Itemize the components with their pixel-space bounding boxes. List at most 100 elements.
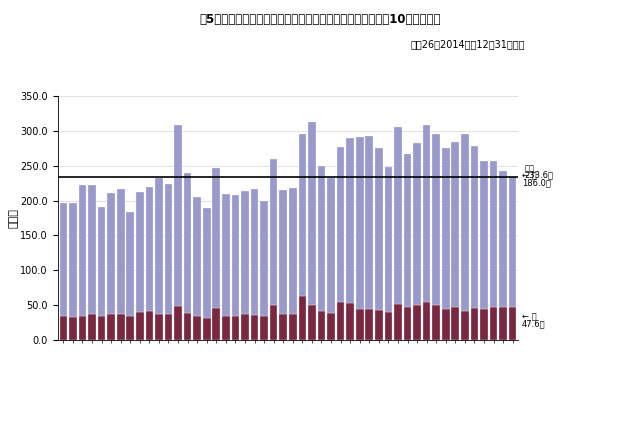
Bar [136,312,143,340]
Bar [184,313,191,340]
Text: ← 男: ← 男 [522,172,536,181]
Bar [413,143,421,305]
Bar [60,316,67,340]
Bar [212,308,220,340]
Bar [155,314,163,340]
Bar [404,154,412,307]
Bar [365,136,373,309]
Bar [317,167,325,311]
Bar [193,197,201,316]
Bar [375,148,383,310]
Text: 186.0人: 186.0人 [522,178,550,187]
Bar [260,201,268,316]
Bar [79,316,86,340]
Bar [127,212,134,316]
Bar [337,147,344,302]
Bar [88,314,96,340]
Bar [212,168,220,308]
Bar [117,189,125,314]
Bar [442,148,449,309]
Bar [145,311,153,340]
Bar [480,161,488,310]
Bar [251,189,259,315]
Bar [98,317,106,340]
Bar [337,302,344,340]
Bar [174,306,182,340]
Bar [69,317,77,340]
Text: 233.6人: 233.6人 [525,170,554,180]
Bar [394,126,402,304]
Bar [241,191,249,314]
Text: 47.6人: 47.6人 [522,319,545,328]
Bar [499,307,507,340]
Bar [164,313,172,340]
Bar [260,316,268,340]
Bar [413,305,421,340]
Bar [222,316,230,340]
Bar [308,123,316,305]
Bar [442,309,449,340]
Bar [174,125,182,306]
Text: ← 女: ← 女 [522,313,536,321]
Bar [327,313,335,340]
Bar [289,314,296,340]
Bar [433,133,440,304]
Bar [280,190,287,314]
Bar [98,207,106,317]
Bar [480,310,488,340]
Bar [203,318,211,340]
Bar [88,185,96,314]
Bar [280,314,287,340]
Bar [346,303,354,340]
Bar [509,177,516,307]
Bar [270,304,278,340]
Bar [365,309,373,340]
Bar [308,305,316,340]
Bar [232,195,239,316]
Bar [317,311,325,340]
Bar [461,133,468,311]
Bar [394,304,402,340]
Bar [470,146,478,308]
Bar [451,307,459,340]
Bar [356,309,364,340]
Bar [509,307,516,340]
Bar [375,310,383,340]
Bar [385,167,392,312]
Bar [251,315,259,340]
Bar [155,177,163,314]
Bar [423,125,431,302]
Bar [108,193,115,313]
Bar [385,312,392,340]
Bar [69,203,77,317]
Bar [127,316,134,340]
Bar [356,137,364,309]
Bar [423,302,431,340]
Bar [470,308,478,340]
Bar [404,307,412,340]
Bar [145,187,153,311]
Bar [490,161,497,307]
Bar [222,194,230,316]
Bar [346,139,354,303]
Y-axis label: （人）: （人） [9,208,19,228]
Bar [203,208,211,318]
Bar [79,184,86,316]
Bar [327,177,335,313]
Bar [451,142,459,307]
Bar [193,316,201,340]
Bar [461,311,468,340]
Bar [270,160,278,304]
Bar [108,313,115,340]
Text: 図5　都道府県（従業地）別にみた医療施設に従事する人口10万対医師数: 図5 都道府県（従業地）別にみた医療施設に従事する人口10万対医師数 [199,13,441,26]
Bar [289,188,296,314]
Bar [433,304,440,340]
Bar [184,174,191,313]
Text: 全国: 全国 [525,164,535,173]
Bar [298,134,306,296]
Bar [490,307,497,340]
Bar [60,203,67,316]
Bar [164,184,172,313]
Bar [232,316,239,340]
Bar [241,314,249,340]
